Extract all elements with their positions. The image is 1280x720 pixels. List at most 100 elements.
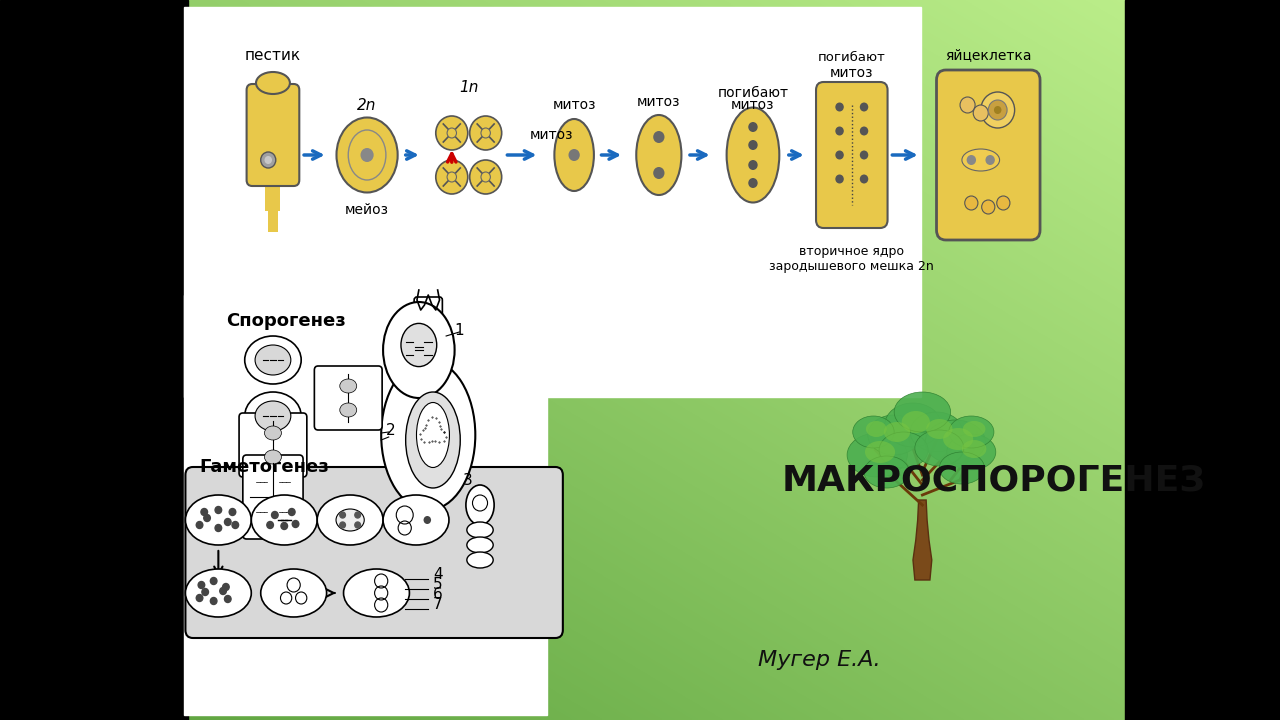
FancyBboxPatch shape: [239, 413, 307, 477]
Ellipse shape: [883, 422, 910, 442]
Text: погибают: погибают: [718, 86, 788, 100]
Circle shape: [201, 508, 207, 516]
Text: 4: 4: [433, 567, 443, 582]
Circle shape: [960, 97, 975, 113]
Text: 7: 7: [433, 597, 443, 612]
Circle shape: [220, 588, 227, 595]
Circle shape: [223, 583, 229, 590]
Text: мейоз: мейоз: [346, 203, 389, 217]
Text: митоз: митоз: [829, 66, 873, 80]
Bar: [1125, 0, 1204, 720]
Circle shape: [196, 521, 202, 528]
Circle shape: [993, 106, 1001, 114]
Circle shape: [266, 521, 274, 528]
Circle shape: [224, 518, 232, 526]
Circle shape: [973, 105, 988, 121]
Ellipse shape: [554, 119, 594, 191]
Ellipse shape: [925, 420, 986, 464]
Ellipse shape: [256, 72, 289, 94]
Circle shape: [653, 131, 664, 143]
Bar: [269, 210, 278, 232]
Ellipse shape: [406, 392, 461, 488]
FancyBboxPatch shape: [415, 297, 443, 383]
Circle shape: [261, 152, 275, 168]
Ellipse shape: [895, 392, 951, 432]
Ellipse shape: [727, 107, 780, 202]
Ellipse shape: [901, 411, 929, 433]
Circle shape: [215, 524, 221, 531]
Ellipse shape: [343, 569, 410, 617]
Circle shape: [229, 508, 236, 516]
Circle shape: [997, 196, 1010, 210]
Ellipse shape: [435, 160, 467, 194]
Ellipse shape: [947, 434, 996, 470]
Circle shape: [860, 174, 868, 184]
Circle shape: [836, 127, 844, 135]
Ellipse shape: [337, 509, 365, 531]
Circle shape: [568, 149, 580, 161]
Circle shape: [424, 516, 431, 524]
Ellipse shape: [317, 495, 383, 545]
Circle shape: [196, 595, 202, 601]
Ellipse shape: [467, 537, 493, 553]
Circle shape: [982, 200, 995, 214]
Text: Спорогенез: Спорогенез: [225, 312, 346, 330]
Ellipse shape: [401, 323, 436, 366]
Text: 1: 1: [454, 323, 465, 338]
Circle shape: [210, 598, 216, 605]
Circle shape: [653, 167, 664, 179]
Ellipse shape: [244, 336, 301, 384]
Circle shape: [361, 148, 374, 162]
Ellipse shape: [879, 432, 928, 468]
Circle shape: [288, 508, 296, 516]
Text: митоз: митоз: [731, 98, 774, 112]
Ellipse shape: [265, 450, 282, 464]
Circle shape: [265, 156, 273, 164]
FancyBboxPatch shape: [937, 70, 1041, 240]
Text: вторичное ядро: вторичное ядро: [799, 245, 904, 258]
Ellipse shape: [383, 495, 449, 545]
Circle shape: [481, 172, 490, 182]
Ellipse shape: [348, 130, 385, 180]
Circle shape: [224, 595, 232, 603]
Circle shape: [210, 577, 216, 585]
Circle shape: [749, 122, 758, 132]
Text: зародышевого мешка 2n: зародышевого мешка 2n: [769, 260, 934, 273]
Circle shape: [280, 523, 288, 529]
Circle shape: [339, 512, 346, 518]
Circle shape: [481, 128, 490, 138]
Bar: [184, 7, 922, 397]
Ellipse shape: [339, 403, 357, 417]
Circle shape: [860, 150, 868, 160]
Text: 5: 5: [433, 577, 443, 592]
Ellipse shape: [470, 160, 502, 194]
Circle shape: [204, 515, 210, 521]
FancyBboxPatch shape: [817, 82, 887, 228]
Text: Мугер Е.А.: Мугер Е.А.: [758, 650, 881, 670]
Ellipse shape: [470, 116, 502, 150]
Ellipse shape: [636, 115, 681, 195]
Ellipse shape: [852, 416, 895, 448]
Bar: [265, 181, 280, 211]
Ellipse shape: [339, 379, 357, 393]
Circle shape: [836, 102, 844, 112]
Circle shape: [965, 196, 978, 210]
Text: Гаметогенез: Гаметогенез: [200, 458, 329, 476]
FancyBboxPatch shape: [247, 84, 300, 186]
Ellipse shape: [963, 421, 986, 437]
Ellipse shape: [337, 117, 398, 192]
Ellipse shape: [868, 415, 920, 455]
Ellipse shape: [884, 403, 941, 447]
Text: 1n: 1n: [460, 79, 479, 94]
Ellipse shape: [865, 441, 895, 463]
Ellipse shape: [865, 421, 887, 437]
Circle shape: [215, 506, 221, 513]
Circle shape: [355, 522, 361, 528]
Ellipse shape: [255, 401, 291, 431]
Ellipse shape: [847, 433, 908, 477]
FancyBboxPatch shape: [315, 366, 383, 430]
Circle shape: [292, 521, 298, 528]
Ellipse shape: [251, 495, 317, 545]
Circle shape: [232, 521, 238, 528]
Circle shape: [988, 100, 1007, 120]
